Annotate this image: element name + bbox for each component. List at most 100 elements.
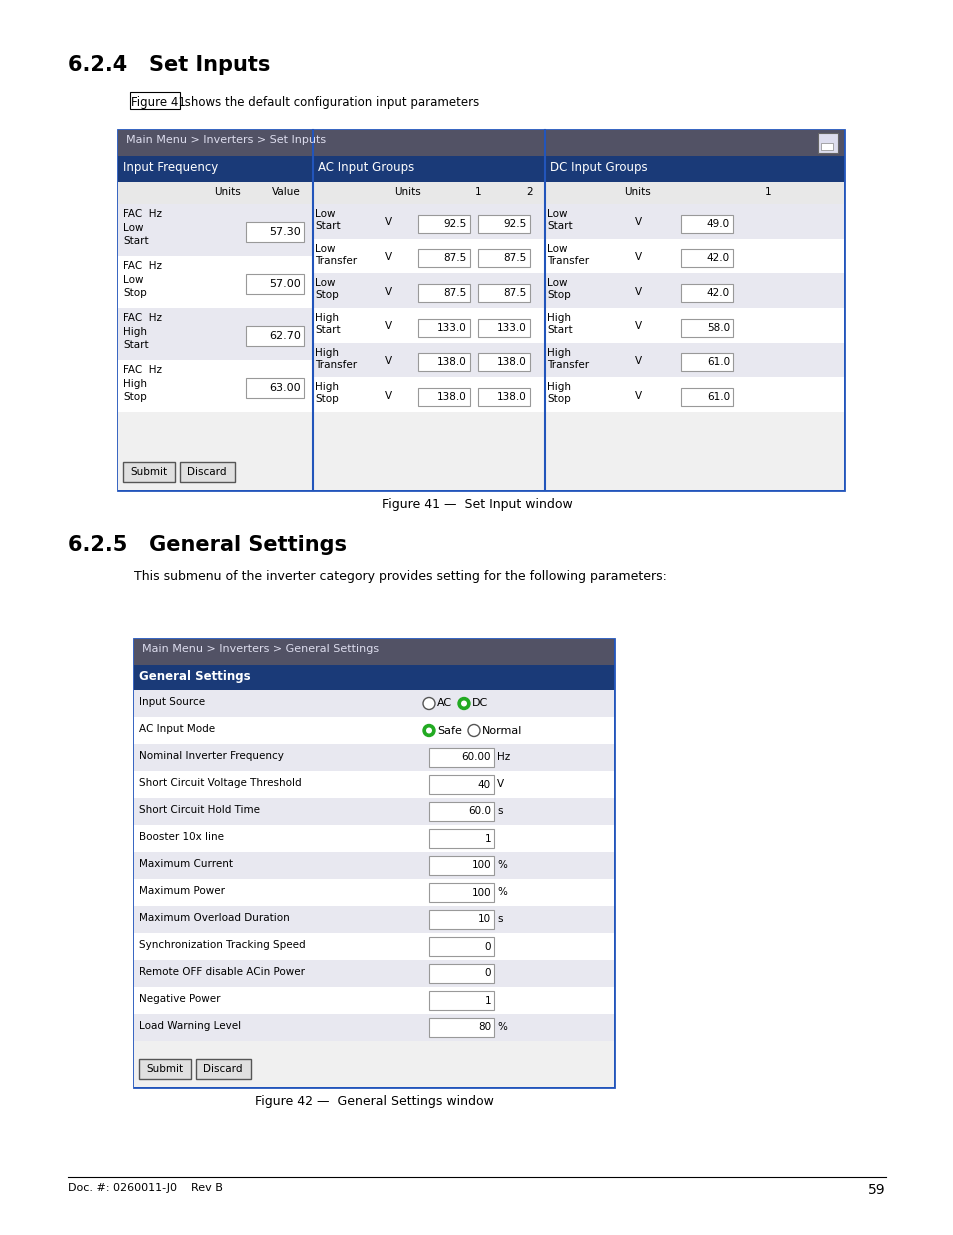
Text: Figure 41: Figure 41 — [131, 96, 186, 109]
Circle shape — [460, 700, 467, 706]
Bar — [544, 308, 843, 342]
Bar — [544, 204, 843, 238]
Text: Safe: Safe — [436, 725, 461, 736]
Text: Low: Low — [314, 278, 335, 288]
Bar — [544, 273, 843, 308]
Text: FAC  Hz: FAC Hz — [123, 261, 162, 270]
Bar — [133, 743, 614, 771]
Bar — [133, 718, 614, 743]
Bar — [429, 965, 494, 983]
Text: Low: Low — [546, 243, 567, 253]
Circle shape — [422, 698, 435, 709]
Text: V: V — [634, 390, 640, 400]
Text: 63.00: 63.00 — [269, 383, 301, 393]
Text: 40: 40 — [477, 779, 491, 789]
Text: 1: 1 — [484, 995, 491, 1005]
Bar — [313, 273, 544, 308]
Bar — [313, 156, 544, 182]
Bar — [680, 249, 732, 267]
Text: 138.0: 138.0 — [497, 391, 526, 403]
Text: 0: 0 — [484, 968, 491, 978]
Text: Submit: Submit — [131, 467, 168, 477]
Text: 80: 80 — [477, 1023, 491, 1032]
Bar — [133, 638, 614, 664]
Text: s: s — [497, 806, 502, 816]
Bar — [429, 802, 494, 821]
Bar — [133, 771, 614, 798]
Bar — [118, 256, 313, 308]
Bar — [313, 308, 544, 342]
Text: 57.00: 57.00 — [269, 279, 301, 289]
Text: Start: Start — [123, 340, 149, 350]
Bar — [477, 353, 530, 372]
Text: 60.0: 60.0 — [468, 806, 491, 816]
Text: Transfer: Transfer — [314, 359, 356, 369]
Bar — [821, 143, 832, 149]
Bar — [477, 215, 530, 232]
Text: 42.0: 42.0 — [706, 288, 729, 298]
Text: High: High — [546, 312, 571, 324]
Text: V: V — [384, 252, 391, 262]
Bar — [544, 182, 843, 204]
Bar — [417, 215, 470, 232]
Text: Normal: Normal — [481, 725, 522, 736]
Text: Load Warning Level: Load Warning Level — [139, 1021, 241, 1031]
Text: V: V — [634, 321, 640, 331]
Text: 59: 59 — [867, 1183, 885, 1197]
Text: 2: 2 — [526, 186, 533, 198]
Bar — [118, 359, 313, 412]
Text: AC Input Mode: AC Input Mode — [139, 724, 214, 734]
Bar — [133, 1041, 614, 1087]
Text: High: High — [314, 312, 338, 324]
Bar — [429, 748, 494, 767]
Text: 49.0: 49.0 — [706, 219, 729, 228]
Bar — [544, 238, 843, 273]
Text: V: V — [384, 287, 391, 296]
Text: Synchronization Tracking Speed: Synchronization Tracking Speed — [139, 940, 305, 950]
Circle shape — [457, 698, 470, 709]
Text: Input Source: Input Source — [139, 697, 205, 706]
Text: 92.5: 92.5 — [503, 219, 526, 228]
Text: Short Circuit Hold Time: Short Circuit Hold Time — [139, 805, 260, 815]
Text: 100: 100 — [471, 861, 491, 871]
Bar — [133, 879, 614, 906]
Text: shows the default configuration input parameters: shows the default configuration input pa… — [181, 96, 478, 109]
Text: Submit: Submit — [146, 1065, 183, 1074]
Bar — [123, 462, 174, 482]
Text: Low: Low — [546, 278, 567, 288]
Text: V: V — [634, 287, 640, 296]
Bar — [118, 130, 843, 156]
Text: Figure 41 —  Set Input window: Figure 41 — Set Input window — [381, 498, 572, 511]
Text: %: % — [497, 887, 506, 897]
Text: 87.5: 87.5 — [503, 253, 526, 263]
Text: Start: Start — [546, 325, 572, 335]
Text: V: V — [384, 390, 391, 400]
Text: Start: Start — [546, 221, 572, 231]
Text: AC Input Groups: AC Input Groups — [317, 161, 414, 174]
Text: Booster 10x line: Booster 10x line — [139, 832, 224, 842]
Bar — [429, 883, 494, 902]
Bar — [313, 204, 544, 238]
Bar — [133, 664, 614, 690]
Text: Stop: Stop — [123, 288, 147, 298]
Bar — [133, 987, 614, 1014]
Bar — [130, 91, 180, 109]
Bar — [680, 319, 732, 337]
Text: %: % — [497, 860, 506, 869]
Text: High: High — [314, 348, 338, 358]
Text: Maximum Overload Duration: Maximum Overload Duration — [139, 913, 290, 923]
Bar — [417, 249, 470, 267]
Text: 61.0: 61.0 — [706, 357, 729, 367]
Bar — [118, 156, 313, 182]
Bar — [417, 319, 470, 337]
Bar — [477, 249, 530, 267]
Text: Low: Low — [314, 243, 335, 253]
Bar — [118, 204, 313, 256]
Bar — [429, 910, 494, 929]
Text: FAC  Hz: FAC Hz — [123, 312, 162, 324]
Text: Start: Start — [123, 236, 149, 246]
Text: Input Frequency: Input Frequency — [123, 161, 218, 174]
Text: Transfer: Transfer — [314, 256, 356, 266]
Bar — [544, 342, 843, 378]
Text: Doc. #: 0260011-J0    Rev B: Doc. #: 0260011-J0 Rev B — [68, 1183, 223, 1193]
